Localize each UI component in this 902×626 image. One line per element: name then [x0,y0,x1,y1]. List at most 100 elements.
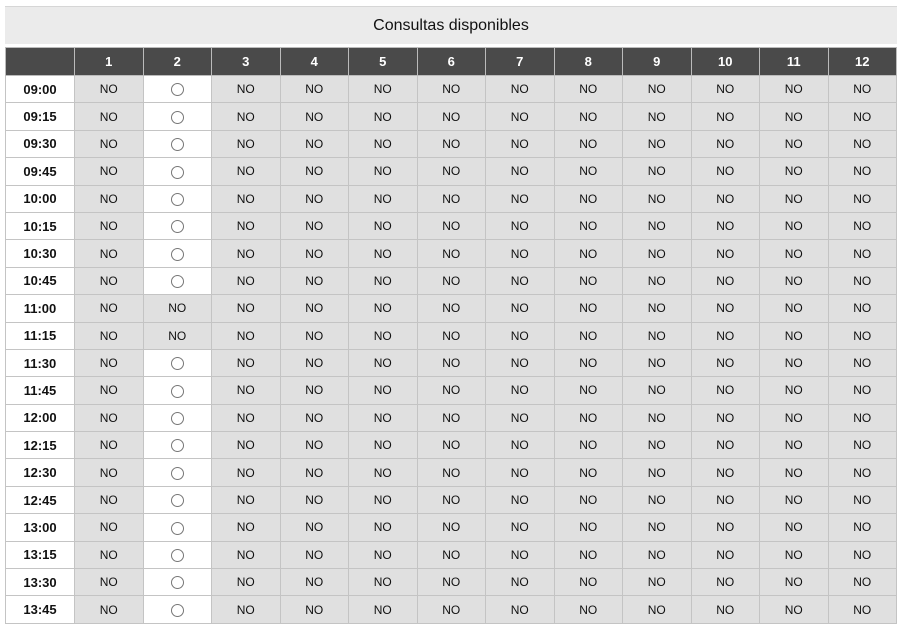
unavailable-slot: NO [279,321,349,350]
unavailable-slot: NO [348,211,418,241]
available-slot[interactable] [142,485,212,515]
table-row: 13:00 NO NO NO NO NO NO NO NO NO NO NO [5,513,897,542]
unavailable-slot: NO [279,184,349,213]
unavailable-slot: NO [690,540,760,570]
slot-radio[interactable] [170,494,184,508]
unavailable-slot: NO [827,568,897,597]
unavailable-slot: NO [211,540,281,570]
slot-radio[interactable] [170,165,184,179]
corner-header [5,47,75,76]
available-slot[interactable] [142,102,212,131]
column-header: 9 [622,47,692,76]
slot-radio[interactable] [170,110,184,124]
unavailable-slot: NO [211,431,281,460]
unavailable-slot: NO [553,348,623,378]
column-header: 10 [690,47,760,76]
unavailable-slot: NO [553,431,623,460]
table-row: 11:45 NO NO NO NO NO NO NO NO NO NO NO [5,376,897,405]
available-slot[interactable] [142,266,212,296]
unavailable-slot: NO [553,211,623,241]
unavailable-slot: NO [211,184,281,213]
available-slot[interactable] [142,513,212,542]
unavailable-slot: NO [211,102,281,131]
table-row: 09:00 NO NO NO NO NO NO NO NO NO NO NO [5,74,897,104]
time-label: 12:00 [5,403,75,433]
slot-radio[interactable] [170,576,184,590]
unavailable-slot: NO [348,568,418,597]
available-slot[interactable] [142,211,212,241]
available-slot[interactable] [142,540,212,570]
unavailable-slot: NO [553,513,623,542]
unavailable-slot: NO [553,458,623,487]
unavailable-slot: NO [348,157,418,186]
slot-radio[interactable] [170,83,184,97]
slot-radio[interactable] [170,138,184,152]
unavailable-slot: NO [759,74,829,104]
unavailable-slot: NO [279,211,349,241]
table-row: 11:00 NO NO NO NO NO NO NO NO NO NO NO NO [5,294,897,323]
unavailable-slot: NO [759,485,829,515]
slot-radio[interactable] [170,412,184,426]
slot-radio[interactable] [170,603,184,617]
time-label: 11:45 [5,376,75,405]
unavailable-slot: NO [759,239,829,268]
available-slot[interactable] [142,74,212,104]
available-slot[interactable] [142,431,212,460]
unavailable-slot: NO [416,211,486,241]
unavailable-slot: NO [211,376,281,405]
unavailable-slot: NO [553,595,623,624]
slot-radio[interactable] [170,192,184,206]
unavailable-slot: NO [416,266,486,296]
unavailable-slot: NO [690,74,760,104]
available-slot[interactable] [142,376,212,405]
column-header: 6 [416,47,486,76]
slot-radio[interactable] [170,439,184,453]
available-slot[interactable] [142,239,212,268]
unavailable-slot: NO [279,266,349,296]
unavailable-slot: NO [74,540,144,570]
available-slot[interactable] [142,184,212,213]
unavailable-slot: NO [348,403,418,433]
available-slot[interactable] [142,129,212,159]
unavailable-slot: NO [485,294,555,323]
slot-radio[interactable] [170,549,184,562]
unavailable-slot: NO [759,129,829,159]
unavailable-slot: NO [622,74,692,104]
column-header: 3 [211,47,281,76]
available-slot[interactable] [142,595,212,624]
slot-radio[interactable] [170,247,184,261]
unavailable-slot: NO [553,266,623,296]
unavailable-slot: NO [279,348,349,378]
unavailable-slot: NO [485,431,555,460]
slot-radio[interactable] [170,384,184,398]
time-label: 09:45 [5,157,75,186]
slot-radio[interactable] [170,466,184,480]
available-slot[interactable] [142,568,212,597]
unavailable-slot: NO [690,403,760,433]
unavailable-slot: NO [74,266,144,296]
available-slot[interactable] [142,157,212,186]
unavailable-slot: NO [74,102,144,131]
column-header: 12 [827,47,897,76]
unavailable-slot: NO [690,431,760,460]
unavailable-slot: NO [827,376,897,405]
unavailable-slot: NO [74,129,144,159]
unavailable-slot: NO [416,294,486,323]
unavailable-slot: NO [622,403,692,433]
available-slot[interactable] [142,458,212,487]
slot-radio[interactable] [170,357,184,371]
unavailable-slot: NO [348,321,418,350]
unavailable-slot: NO [416,239,486,268]
available-slot[interactable] [142,403,212,433]
unavailable-slot: NO [211,513,281,542]
available-slot[interactable] [142,348,212,378]
unavailable-slot: NO [485,540,555,570]
slot-radio[interactable] [170,220,184,234]
column-header: 7 [485,47,555,76]
unavailable-slot: NO [485,513,555,542]
unavailable-slot: NO [622,294,692,323]
slot-radio[interactable] [170,521,184,535]
unavailable-slot: NO [74,321,144,350]
slot-radio[interactable] [170,275,184,289]
unavailable-slot: NO [211,266,281,296]
